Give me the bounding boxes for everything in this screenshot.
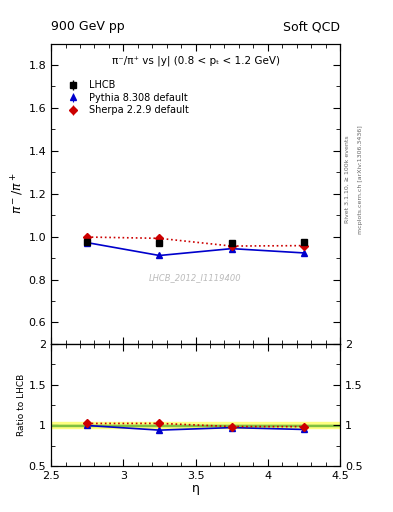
Text: mcplots.cern.ch [arXiv:1306.3436]: mcplots.cern.ch [arXiv:1306.3436] xyxy=(358,125,363,233)
Y-axis label: $\pi^-/\pi^+$: $\pi^-/\pi^+$ xyxy=(9,173,26,215)
Text: Soft QCD: Soft QCD xyxy=(283,20,340,33)
X-axis label: η: η xyxy=(191,482,200,495)
Legend: LHCB, Pythia 8.308 default, Sherpa 2.2.9 default: LHCB, Pythia 8.308 default, Sherpa 2.2.9… xyxy=(59,78,191,117)
Text: π⁻/π⁺ vs |y| (0.8 < pₜ < 1.2 GeV): π⁻/π⁺ vs |y| (0.8 < pₜ < 1.2 GeV) xyxy=(112,55,279,66)
Text: 900 GeV pp: 900 GeV pp xyxy=(51,20,125,33)
Y-axis label: Ratio to LHCB: Ratio to LHCB xyxy=(17,374,26,436)
Text: Rivet 3.1.10, ≥ 100k events: Rivet 3.1.10, ≥ 100k events xyxy=(345,135,350,223)
Text: LHCB_2012_I1119400: LHCB_2012_I1119400 xyxy=(149,273,242,282)
